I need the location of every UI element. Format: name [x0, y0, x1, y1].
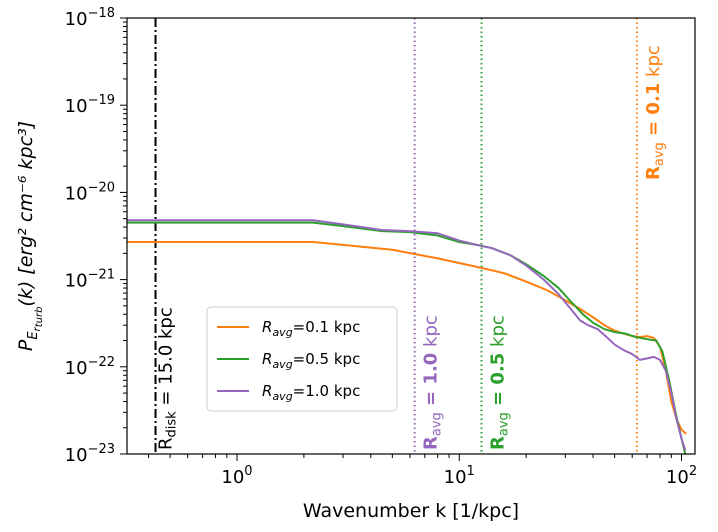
- legend-label-2: Ravg=1.0 kpc: [262, 382, 360, 403]
- x-tick-label: 101: [444, 464, 475, 488]
- vline-label-1: Ravg = 1.0 kpc: [421, 315, 445, 450]
- y-tick-label: 10−20: [65, 180, 115, 204]
- y-tick-label: 10−21: [65, 268, 115, 292]
- series-lines: [127, 219, 687, 454]
- legend-label-0: Ravg=0.1 kpc: [262, 318, 360, 339]
- x-axis-label: Wavenumber k [1/kpc]: [303, 500, 519, 522]
- y-tick-label: 10−22: [65, 355, 115, 379]
- x-tick-label: 102: [666, 464, 697, 488]
- x-axis-ticks: 100 101 102: [148, 454, 697, 488]
- vertical-lines: [154, 18, 638, 454]
- y-axis-ticks: 10−23 10−22 10−21 10−20 10−19 10−18: [65, 6, 127, 466]
- x-tick-label: 100: [221, 464, 252, 488]
- series-line-0: [127, 240, 687, 435]
- y-tick-label: 10−19: [65, 93, 115, 117]
- y-axis-label: PErturb(k) [erg² cm⁻⁶ kpc³]: [15, 121, 45, 351]
- legend-box: [206, 306, 398, 412]
- vline-label-3: Ravg = 0.1 kpc: [643, 45, 667, 180]
- y-tick-label: 10−18: [65, 6, 115, 30]
- series-line-1: [127, 221, 687, 454]
- vline-label-0: Rdisk = 15.0 kpc: [156, 307, 180, 450]
- y-tick-label: 10−23: [65, 442, 115, 466]
- legend-label-1: Ravg=0.5 kpc: [262, 350, 360, 371]
- vline-label-2: Ravg = 0.5 kpc: [488, 315, 512, 450]
- vertical-line-labels: Rdisk = 15.0 kpc Ravg = 1.0 kpc Ravg = 0.5…: [156, 45, 667, 450]
- series-line-2: [127, 219, 687, 451]
- legend: Ravg=0.1 kpc Ravg=0.5 kpc Ravg=1.0 kpc: [206, 306, 398, 412]
- plot-frame: [126, 17, 696, 455]
